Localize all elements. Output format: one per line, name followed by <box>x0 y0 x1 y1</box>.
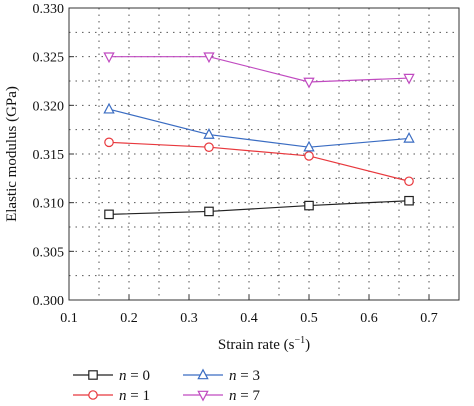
series-2 <box>103 102 415 152</box>
legend-item-0: n = 0 <box>73 368 150 384</box>
y-tick-label: 0.315 <box>33 148 65 163</box>
legend-item-1: n = 1 <box>73 388 150 404</box>
data-point <box>404 176 414 187</box>
data-point <box>104 209 114 220</box>
x-tick-label: 0.4 <box>240 311 258 326</box>
data-point <box>204 142 214 152</box>
legend-marker <box>197 368 209 380</box>
legend-label-value: = 1 <box>127 388 150 404</box>
legend-marker <box>197 390 209 402</box>
legend-label-value: = 7 <box>237 388 261 404</box>
y-tick-label: 0.310 <box>33 197 65 212</box>
data-point <box>403 131 415 143</box>
data-point <box>203 52 215 64</box>
legend-marker <box>88 390 98 400</box>
axis-ticks: 0.1 0.2 0.3 0.4 0.5 0.6 0.7 0.300 0.305 0.310 0.31… <box>33 2 438 326</box>
x-axis-label: Strain rate (s−1) <box>218 335 310 353</box>
series-line-0 <box>109 200 410 215</box>
y-tick-label: 0.320 <box>33 99 65 114</box>
series-1 <box>104 137 414 187</box>
x-tick-label: 0.5 <box>300 311 318 326</box>
y-tick-label: 0.300 <box>33 294 65 309</box>
x-tick-label: 0.1 <box>60 311 78 326</box>
legend-label: n = 3 <box>229 368 260 384</box>
legend-label-variable: n <box>229 368 237 384</box>
x-tick-label: 0.7 <box>420 311 438 326</box>
y-tick-label: 0.330 <box>33 2 65 17</box>
legend-label-variable: n <box>229 388 237 404</box>
data-point <box>403 73 415 85</box>
data-point <box>304 200 314 211</box>
legend-label: n = 7 <box>229 388 260 404</box>
x-axis-label-main: Strain rate (s <box>218 337 295 353</box>
legend: n = 0n = 1n = 3n = 7 <box>73 368 260 404</box>
x-tick-label: 0.3 <box>180 311 198 326</box>
series-group <box>103 52 415 220</box>
y-tick-label: 0.305 <box>33 245 65 260</box>
legend-label-variable: n <box>119 368 127 384</box>
data-point <box>203 128 215 139</box>
data-point <box>204 206 214 217</box>
data-point <box>303 77 315 89</box>
legend-label-value: = 3 <box>237 368 260 384</box>
data-point <box>303 140 315 152</box>
legend-label: n = 0 <box>119 368 150 384</box>
y-tick-label: 0.325 <box>33 51 65 66</box>
x-tick-label: 0.6 <box>360 311 378 326</box>
legend-item-3: n = 7 <box>183 388 260 404</box>
x-tick-label: 0.2 <box>120 311 138 326</box>
legend-marker <box>88 370 98 380</box>
x-axis-label-end: ) <box>305 337 310 353</box>
data-point <box>103 52 115 64</box>
series-3 <box>103 52 415 89</box>
legend-label-value: = 0 <box>127 368 150 384</box>
series-line-2 <box>108 108 410 148</box>
data-point <box>304 151 314 161</box>
data-point <box>404 195 414 206</box>
series-0 <box>104 195 414 220</box>
y-axis-label: Elastic modulus (GPa) <box>4 86 20 222</box>
legend-label: n = 1 <box>119 388 150 404</box>
x-axis-label-exponent: −1 <box>295 335 306 346</box>
legend-label-variable: n <box>119 388 127 404</box>
series-line-3 <box>109 56 410 83</box>
legend-item-2: n = 3 <box>183 368 260 384</box>
series-line-1 <box>108 141 410 182</box>
data-point <box>104 137 114 148</box>
grid-lines <box>69 8 459 300</box>
data-point <box>103 102 115 114</box>
